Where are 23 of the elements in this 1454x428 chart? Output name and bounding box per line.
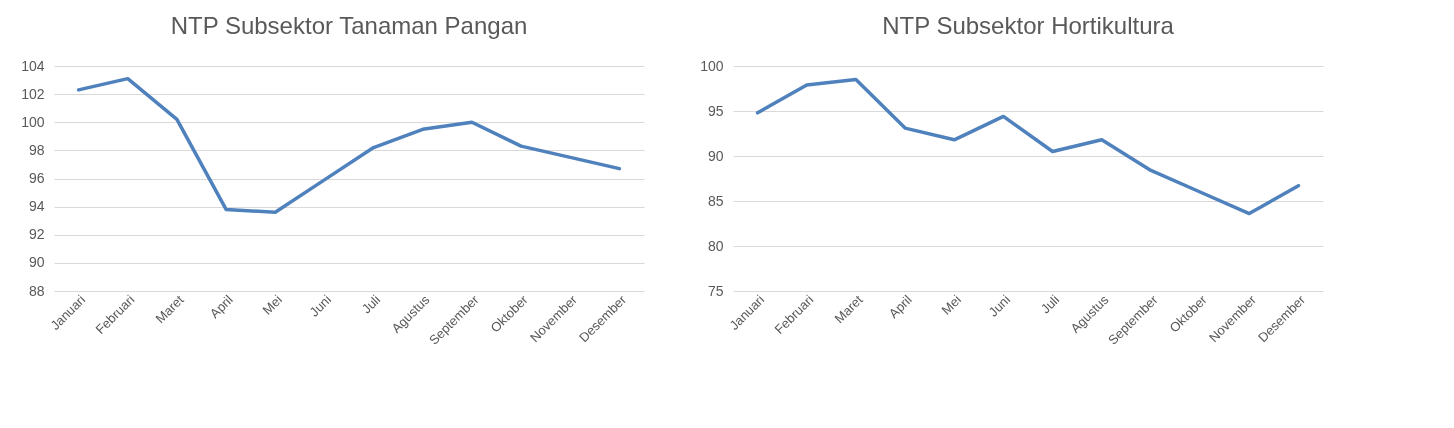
y-tick-label: 102	[21, 85, 45, 102]
x-tick-label: Juli	[1037, 292, 1063, 317]
line-series	[76, 76, 622, 214]
y-tick-label: 98	[28, 141, 45, 158]
y-tick-label: 94	[28, 198, 45, 215]
x-tick-label: Juli	[358, 292, 384, 317]
y-tick-label: 75	[707, 282, 724, 299]
y-tick-label: 90	[707, 147, 724, 164]
y-tick-label: 95	[707, 102, 724, 119]
y-tick-label: 104	[21, 57, 45, 74]
line-series	[755, 77, 1301, 216]
y-tick-label: 90	[28, 254, 45, 271]
y-tick-label: 85	[707, 192, 724, 209]
x-tick-label: Mei	[259, 292, 286, 318]
chart-title: NTP Subsektor Hortikultura	[882, 12, 1175, 39]
chart-title: NTP Subsektor Tanaman Pangan	[170, 12, 528, 39]
y-tick-label: 88	[28, 282, 45, 299]
x-tick-label: Mei	[938, 292, 965, 318]
y-tick-label: 80	[707, 237, 724, 254]
y-tick-label: 96	[28, 170, 45, 186]
y-tick-label: 100	[700, 57, 724, 74]
y-tick-label: 100	[21, 113, 45, 130]
y-tick-label: 92	[28, 226, 45, 243]
